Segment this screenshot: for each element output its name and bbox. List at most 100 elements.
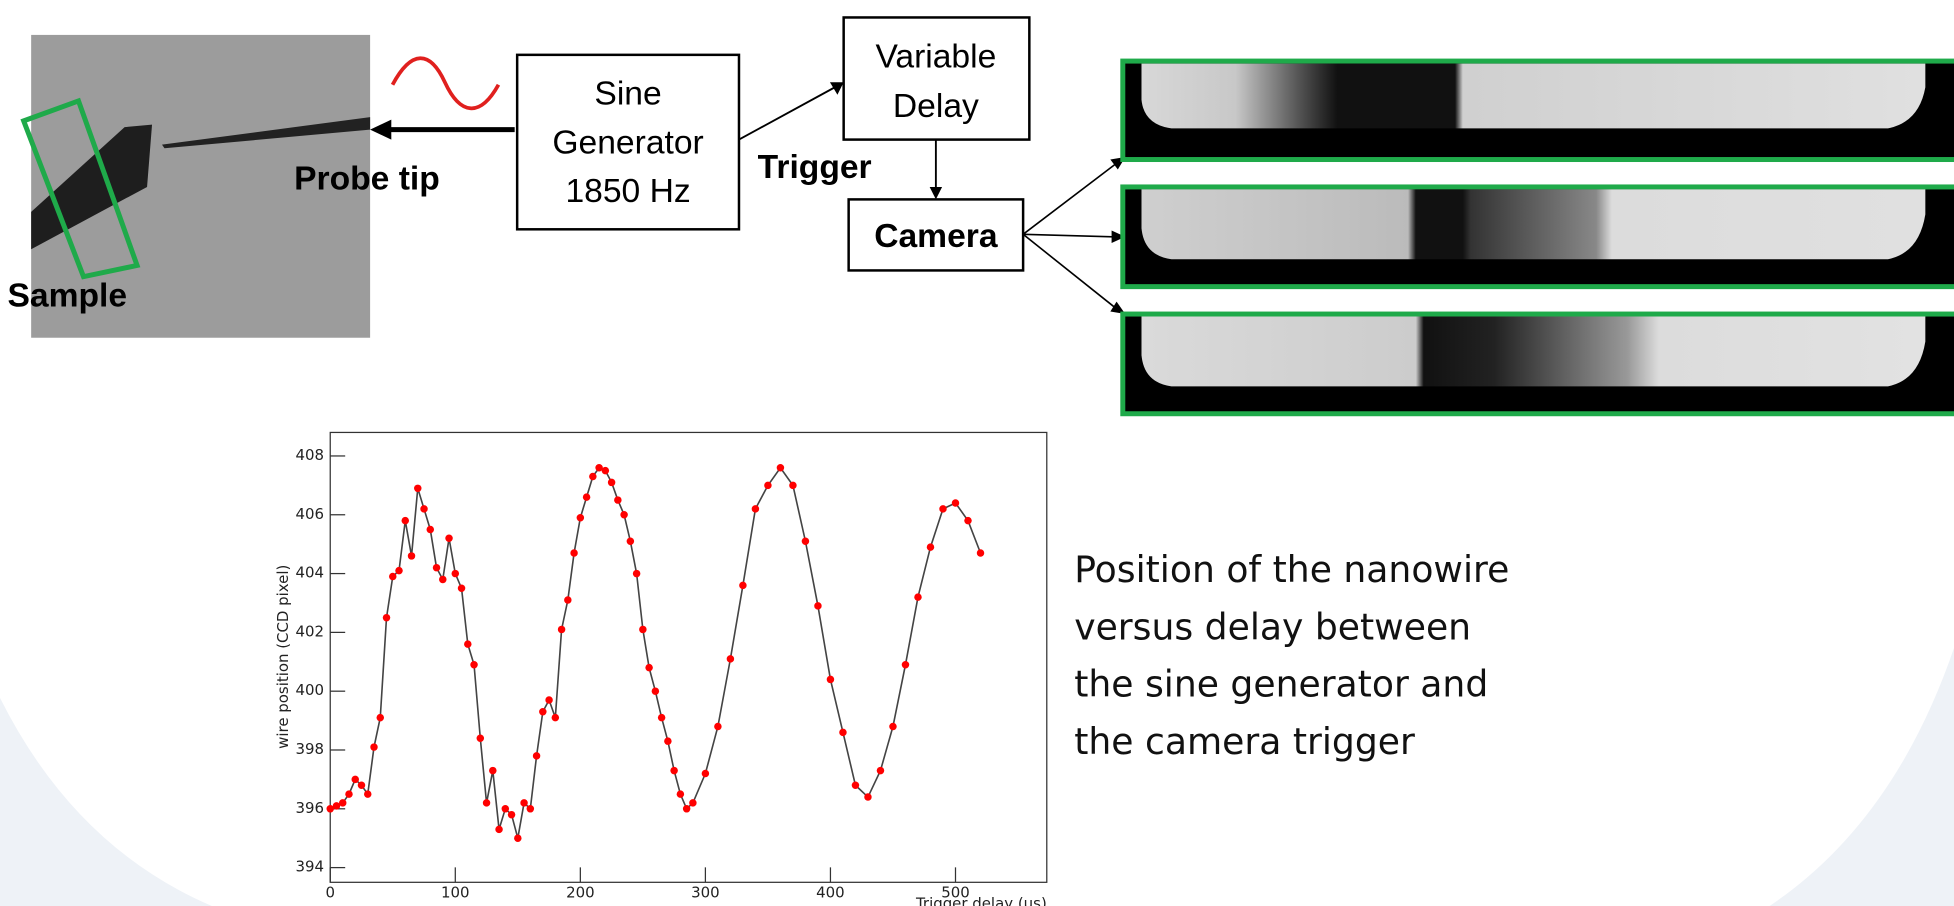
sample-label: Sample — [7, 278, 127, 315]
data-point — [826, 675, 835, 684]
y-tick-label: 402 — [295, 622, 324, 640]
camera-frame — [1120, 184, 1954, 290]
data-point — [914, 593, 922, 601]
y-tick-label: 398 — [295, 740, 324, 758]
data-point — [489, 766, 497, 775]
data-point — [939, 505, 947, 513]
data-point — [564, 596, 572, 604]
data-point — [789, 481, 797, 490]
x-tick-label: 300 — [691, 884, 720, 902]
data-point — [589, 472, 597, 481]
y-tick-label: 408 — [295, 446, 324, 464]
data-point — [739, 581, 747, 590]
data-point — [464, 640, 472, 648]
data-point — [357, 781, 366, 790]
caption-line: versus delay between — [1074, 605, 1471, 648]
data-point — [326, 805, 334, 813]
x-tick-label: 0 — [325, 884, 335, 902]
data-point — [332, 802, 341, 810]
box-text: Delay — [893, 88, 979, 125]
data-point — [595, 463, 603, 472]
data-point — [664, 737, 672, 745]
y-tick-label: 406 — [295, 505, 324, 523]
data-point — [926, 543, 935, 551]
data-point — [514, 834, 522, 842]
data-point — [376, 713, 384, 722]
data-point — [445, 534, 453, 543]
data-point — [520, 799, 528, 807]
data-point — [839, 728, 847, 737]
data-point — [501, 805, 510, 813]
data-point — [951, 499, 960, 507]
probe-photo — [20, 34, 371, 338]
bg-ornament — [0, 697, 212, 906]
data-point — [407, 552, 416, 560]
camera-box — [847, 198, 1025, 272]
bg-ornament — [1769, 648, 1954, 906]
box-text: Variable — [875, 38, 996, 75]
data-point — [351, 775, 359, 784]
caption-line: Position of the nanowire — [1074, 548, 1509, 591]
data-point — [889, 722, 897, 731]
data-point — [457, 584, 466, 593]
data-point — [507, 810, 516, 819]
data-point — [657, 713, 666, 722]
data-point — [576, 513, 585, 522]
data-point — [582, 493, 591, 501]
data-point — [682, 805, 691, 813]
data-point — [814, 602, 822, 610]
caption-line: the sine generator and — [1074, 663, 1488, 706]
x-tick-label: 200 — [566, 884, 595, 902]
caption-line: the camera trigger — [1074, 720, 1415, 763]
data-point — [876, 766, 885, 775]
y-axis-label: wire position (CCD pixel) — [274, 565, 292, 749]
data-point — [539, 708, 547, 716]
data-point — [382, 613, 391, 622]
data-point — [714, 722, 722, 731]
data-point — [601, 466, 610, 475]
data-point — [645, 663, 653, 672]
data-point — [439, 575, 447, 584]
arrow — [738, 86, 836, 141]
data-point — [776, 463, 785, 472]
camera-frame — [1120, 311, 1954, 417]
data-point — [545, 696, 553, 704]
x-tick-label: 500 — [941, 884, 970, 902]
camera-arrows — [1022, 162, 1118, 309]
data-point — [864, 793, 872, 801]
data-point — [651, 687, 660, 695]
data-point — [495, 825, 503, 834]
data-point — [401, 516, 410, 525]
data-point — [689, 799, 697, 807]
data-point — [620, 511, 628, 519]
data-point — [676, 790, 685, 798]
data-point — [570, 549, 578, 557]
data-point — [639, 625, 647, 634]
data-point — [801, 537, 810, 545]
data-point — [701, 769, 710, 778]
trigger-label: Trigger — [758, 149, 872, 186]
y-tick-label: 396 — [295, 799, 324, 817]
box-text: Generator — [552, 124, 703, 161]
data-point — [426, 525, 435, 534]
data-point — [526, 805, 535, 813]
arrow-head — [370, 119, 392, 140]
data-line — [329, 466, 982, 839]
y-tick-label: 404 — [295, 564, 324, 582]
x-tick-label: 100 — [441, 884, 470, 902]
data-point — [432, 563, 441, 572]
camera-frame — [1120, 58, 1954, 163]
box-text: 1850 Hz — [565, 173, 690, 210]
data-point — [751, 505, 760, 513]
data-point — [339, 799, 347, 807]
sine-icon — [390, 56, 501, 111]
box-text: Camera — [874, 218, 998, 255]
data-point — [976, 549, 985, 557]
data-point — [557, 625, 566, 634]
data-point — [345, 790, 353, 798]
data-point — [414, 484, 422, 493]
arrow-head — [1111, 230, 1126, 244]
y-tick-label: 394 — [295, 858, 324, 876]
data-point — [389, 572, 397, 581]
